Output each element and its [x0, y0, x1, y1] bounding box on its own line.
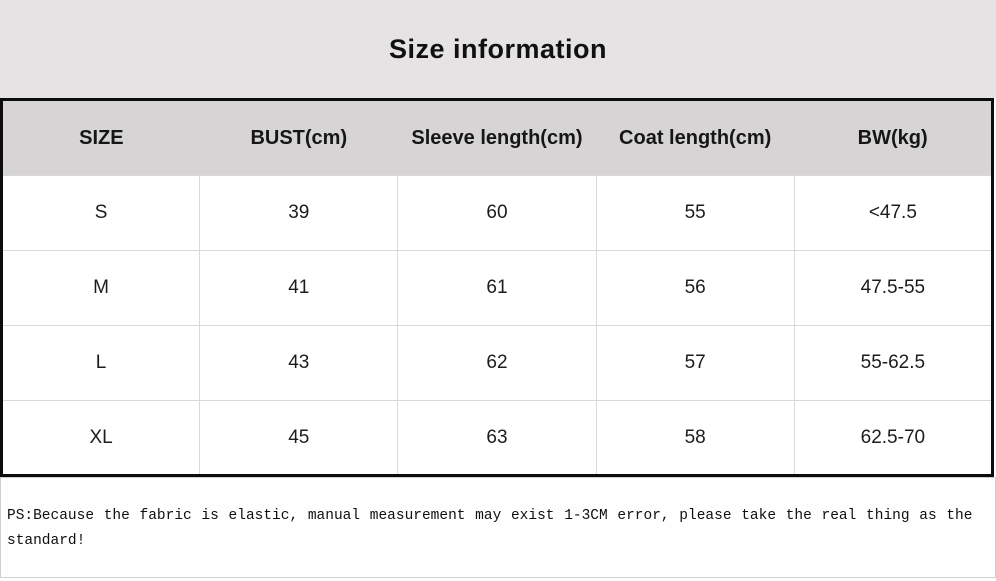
table-row-s: S 39 60 55 <47.5: [0, 175, 994, 251]
table-cell: 55-62.5: [793, 325, 994, 401]
title-bar: Size information: [0, 0, 996, 98]
table-cell: <47.5: [793, 175, 994, 251]
note-text: PS:Because the fabric is elastic, manual…: [7, 508, 973, 549]
table-cell: 41: [199, 250, 399, 326]
page-title: Size information: [388, 33, 607, 64]
table-cell: 55: [595, 175, 795, 251]
table-cell: 62.5-70: [793, 400, 994, 476]
table-cell: L: [0, 325, 201, 401]
column-header-size: SIZE: [1, 99, 200, 176]
table-cell: S: [0, 175, 201, 251]
table-row-l: L 43 62 57 55-62.5: [0, 325, 994, 401]
table-cell: 58: [595, 400, 795, 476]
column-header-sleeve: Sleeve length(cm): [397, 99, 597, 176]
table-head: SIZE BUST(cm) Sleeve length(cm) Coat len…: [1, 99, 993, 176]
table-body: S 39 60 55 <47.5 M 41 61 56 47.5-55 L 43…: [0, 175, 994, 476]
table-cell: 56: [595, 250, 795, 326]
table-header-row: SIZE BUST(cm) Sleeve length(cm) Coat len…: [1, 99, 993, 176]
table-cell: 62: [397, 325, 597, 401]
column-header-bust: BUST(cm): [199, 99, 398, 176]
table-cell: 39: [199, 175, 399, 251]
size-table: SIZE BUST(cm) Sleeve length(cm) Coat len…: [0, 98, 994, 477]
table-cell: 63: [397, 400, 597, 476]
table-cell: M: [0, 250, 201, 326]
table-cell: 57: [595, 325, 795, 401]
column-header-bodyweight: BW(kg): [794, 99, 993, 176]
table-cell: 45: [199, 400, 399, 476]
table-cell: 47.5-55: [793, 250, 994, 326]
table-cell: 43: [199, 325, 399, 401]
table-cell: XL: [0, 400, 201, 476]
table-cell: 61: [397, 250, 597, 326]
column-header-coat: Coat length(cm): [596, 99, 795, 176]
note-box: PS:Because the fabric is elastic, manual…: [0, 477, 996, 578]
table-row-m: M 41 61 56 47.5-55: [0, 250, 994, 326]
table-cell: 60: [397, 175, 597, 251]
table-row-xl: XL 45 63 58 62.5-70: [0, 400, 994, 476]
